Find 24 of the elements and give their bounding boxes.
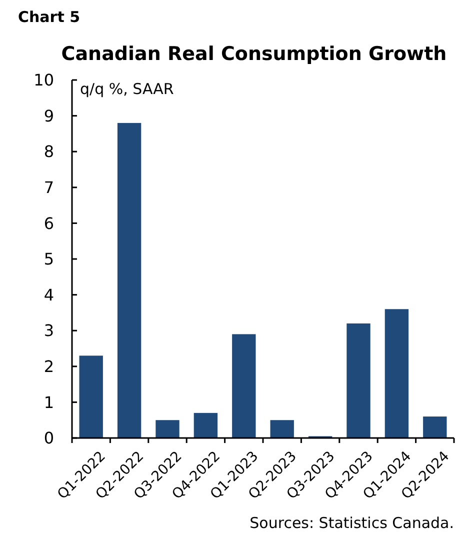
bar (270, 420, 294, 438)
bar (156, 420, 180, 438)
bar (384, 309, 409, 438)
y-tick-label: 9 (44, 106, 54, 126)
bar (346, 323, 370, 438)
source-note: Sources: Statistics Canada. (250, 514, 454, 532)
y-tick-label: 1 (44, 392, 54, 412)
caption: Chart 5 (18, 8, 80, 26)
bar (232, 334, 256, 438)
bar (423, 416, 447, 438)
y-tick-label: 4 (44, 285, 54, 304)
y-tick-label: 8 (44, 142, 54, 162)
y-tick-label: 0 (44, 428, 54, 448)
y-tick-label: 3 (44, 321, 54, 340)
y-tick-label: 5 (44, 250, 54, 269)
y-axis-title: q/q %, SAAR (80, 80, 174, 98)
y-tick-label: 10 (34, 70, 54, 90)
y-tick-label: 7 (44, 178, 54, 197)
bar (79, 356, 103, 438)
y-tick-label: 6 (44, 214, 54, 233)
bar (117, 122, 142, 438)
y-tick-label: 2 (44, 357, 54, 376)
chart-title: Canadian Real Consumption Growth (61, 43, 447, 65)
bar (194, 412, 218, 438)
